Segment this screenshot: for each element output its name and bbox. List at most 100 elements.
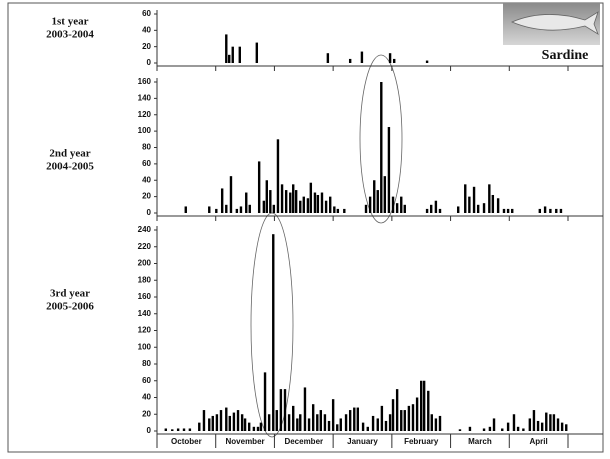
bar xyxy=(348,410,352,431)
bar xyxy=(276,139,280,213)
bar xyxy=(400,196,403,213)
bar xyxy=(202,410,206,431)
y-tick-label: 240 xyxy=(138,225,152,234)
bar xyxy=(532,410,536,431)
bar xyxy=(292,184,295,213)
bar xyxy=(235,208,239,213)
bar xyxy=(543,206,547,213)
bar xyxy=(391,196,395,213)
bar xyxy=(549,208,552,213)
bar xyxy=(565,424,568,431)
bar xyxy=(294,190,298,213)
bar xyxy=(306,198,310,213)
bar xyxy=(361,422,365,431)
bar xyxy=(438,415,442,431)
bar xyxy=(231,46,234,63)
bar xyxy=(458,429,462,431)
bar xyxy=(323,414,327,431)
bar xyxy=(545,412,548,431)
bar xyxy=(263,372,267,431)
y-tick-label: 120 xyxy=(138,326,152,335)
bar xyxy=(232,412,236,431)
bar xyxy=(311,404,315,431)
bar xyxy=(275,410,278,431)
bar xyxy=(425,60,429,63)
y-tick-label: 0 xyxy=(147,58,152,67)
bar xyxy=(555,208,558,213)
bar xyxy=(208,206,211,213)
bar xyxy=(262,200,266,213)
bar xyxy=(176,428,180,431)
bar xyxy=(292,405,295,431)
bar xyxy=(360,51,364,63)
bar xyxy=(215,414,219,431)
panel-title: 3rd year xyxy=(50,288,90,300)
y-tick-label: 140 xyxy=(138,309,152,318)
bar xyxy=(220,188,224,213)
bar xyxy=(482,203,486,213)
bar xyxy=(388,53,392,63)
bar xyxy=(320,192,324,213)
bar xyxy=(403,204,406,213)
bar xyxy=(225,34,228,63)
bar xyxy=(329,196,332,213)
bar xyxy=(316,414,319,431)
bar xyxy=(488,184,491,213)
bar xyxy=(353,407,356,431)
bar xyxy=(549,414,552,431)
panel-subtitle: 2005-2006 xyxy=(46,301,94,313)
bar xyxy=(336,424,339,431)
y-tick-label: 80 xyxy=(142,359,151,368)
bar xyxy=(395,203,399,213)
bar xyxy=(371,415,375,431)
bar xyxy=(284,190,288,213)
bar xyxy=(528,418,532,431)
bar xyxy=(502,208,506,213)
highlight xyxy=(359,54,403,224)
bar xyxy=(229,176,233,213)
bar xyxy=(182,428,186,431)
bar xyxy=(522,428,525,431)
bar xyxy=(422,380,426,431)
bar xyxy=(272,204,276,213)
bar xyxy=(560,422,564,431)
bar xyxy=(240,414,244,431)
y-tick-label: 160 xyxy=(138,77,152,86)
bar xyxy=(501,428,504,431)
bar xyxy=(511,208,514,213)
bar xyxy=(391,399,395,431)
bar xyxy=(457,206,460,213)
y-tick-label: 120 xyxy=(138,110,152,119)
bar xyxy=(472,186,476,213)
bar xyxy=(343,208,346,213)
bar xyxy=(434,418,438,431)
bar xyxy=(269,190,272,213)
bar xyxy=(368,196,372,213)
bar xyxy=(388,414,392,431)
panel-subtitle: 2003-2004 xyxy=(46,29,94,41)
bar xyxy=(313,192,317,213)
fish xyxy=(510,11,599,35)
bar xyxy=(488,426,492,431)
bar xyxy=(331,399,335,431)
bar xyxy=(380,405,384,431)
bar xyxy=(556,418,560,431)
bar xyxy=(464,184,467,213)
y-tick-label: 20 xyxy=(142,192,151,201)
y-tick-label: 20 xyxy=(142,42,151,51)
bar xyxy=(438,208,442,213)
bar xyxy=(319,410,323,431)
y-tick-label: 160 xyxy=(138,292,152,301)
bar xyxy=(327,420,331,431)
x-tick-label: February xyxy=(404,437,439,446)
bar xyxy=(429,204,433,213)
bar xyxy=(356,407,360,431)
bar xyxy=(245,192,248,213)
x-tick-label: March xyxy=(468,437,492,446)
bar xyxy=(299,414,302,431)
bar xyxy=(255,42,259,63)
y-tick-label: 80 xyxy=(142,143,151,152)
bar xyxy=(387,127,391,213)
